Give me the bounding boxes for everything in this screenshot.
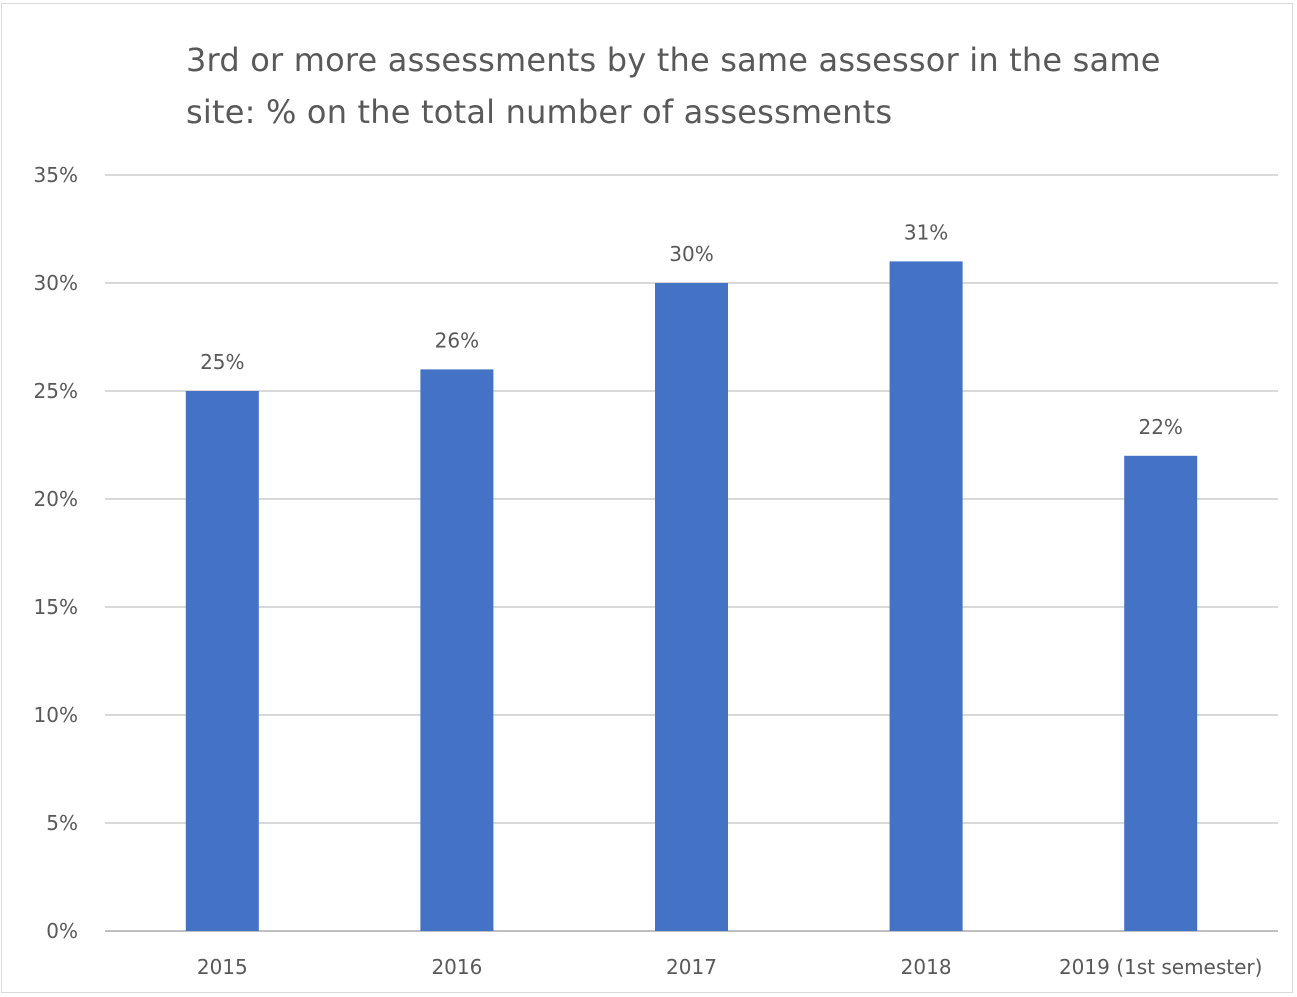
bars (185, 261, 1198, 931)
x-category-label: 2015 (197, 955, 248, 979)
y-tick-label: 10% (34, 703, 78, 727)
x-category-label: 2019 (1st semester) (1059, 955, 1263, 979)
chart-title: 3rd or more assessments by the same asse… (186, 41, 1161, 131)
labels: 0% 5% 10% 15% 20% 25% 30% 35% 25% 2015 26% 2016 30% 2… (34, 163, 1263, 979)
y-tick-label: 25% (34, 379, 78, 403)
y-tick-label: 30% (34, 271, 78, 295)
bar (1124, 455, 1198, 931)
y-tick-label: 0% (46, 919, 78, 943)
bar (185, 391, 259, 931)
y-tick-label: 15% (34, 595, 78, 619)
data-label: 30% (669, 242, 713, 266)
y-tick-label: 5% (46, 811, 78, 835)
x-category-label: 2017 (666, 955, 717, 979)
data-label: 25% (200, 350, 244, 374)
data-label: 26% (435, 328, 479, 352)
data-label: 22% (1138, 415, 1182, 439)
bar (889, 261, 963, 931)
y-tick-label: 35% (34, 163, 78, 187)
y-tick-label: 20% (34, 487, 78, 511)
bar (655, 283, 728, 931)
bar (420, 369, 494, 931)
x-category-label: 2016 (431, 955, 482, 979)
data-label: 31% (904, 220, 948, 244)
x-category-label: 2018 (901, 955, 952, 979)
